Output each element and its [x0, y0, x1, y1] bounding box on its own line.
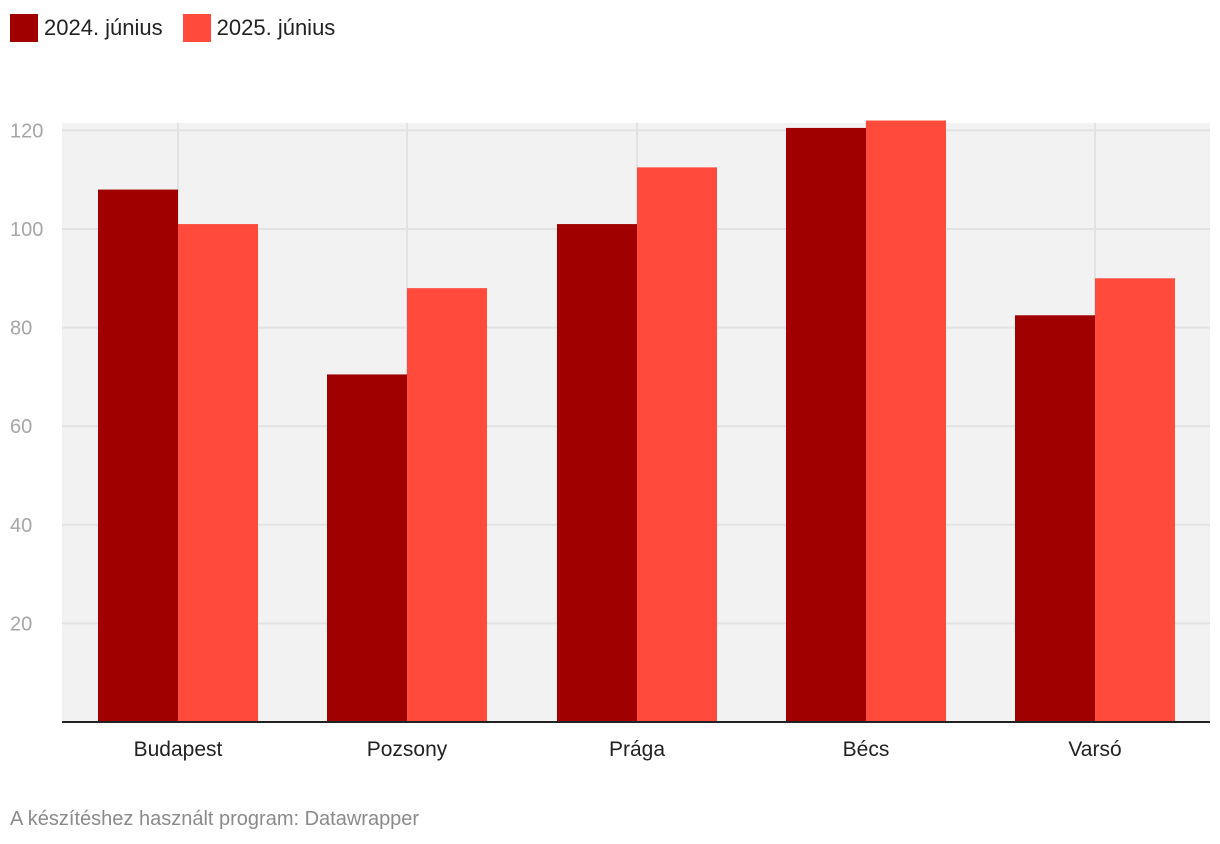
y-tick-label-120: 120 — [10, 120, 43, 142]
legend-label-2025: 2025. június — [216, 15, 336, 40]
legend-item-2025: 2025. június — [182, 14, 336, 42]
x-category-label-2: Prága — [609, 738, 665, 761]
bar-2025-3 — [866, 120, 946, 723]
bar-2024-1 — [327, 374, 407, 722]
y-tick-label-20: 20 — [10, 613, 32, 635]
bar-2025-1 — [407, 288, 487, 722]
y-tick-label-80: 80 — [10, 318, 32, 340]
bar-2024-4 — [1015, 315, 1095, 722]
legend-swatch-2025 — [182, 14, 211, 42]
x-category-label-0: Budapest — [134, 738, 223, 761]
legend-swatch-2024 — [10, 14, 38, 42]
bar-2025-2 — [637, 167, 717, 722]
chart-legend: 2024. június 2025. június — [10, 14, 355, 42]
y-tick-label-100: 100 — [10, 219, 43, 241]
x-category-label-4: Varsó — [1068, 738, 1121, 761]
y-tick-label-60: 60 — [10, 416, 32, 438]
x-category-label-3: Bécs — [843, 738, 890, 761]
bar-2025-4 — [1095, 278, 1175, 722]
credit-footer: A készítéshez használt program: Datawrap… — [10, 808, 420, 830]
bar-2024-0 — [98, 189, 178, 722]
bar-2024-3 — [786, 127, 866, 722]
x-category-label-1: Pozsony — [367, 738, 448, 761]
bar-chart: 20 40 60 80 100 120 Budapest Pozsony Prága Bécs Va… — [10, 120, 1210, 761]
legend-label-2024: 2024. június — [44, 15, 163, 40]
bar-2025-0 — [178, 224, 258, 722]
bar-2024-2 — [557, 224, 637, 722]
y-tick-label-40: 40 — [10, 515, 32, 537]
legend-item-2024: 2024. június — [10, 14, 163, 42]
